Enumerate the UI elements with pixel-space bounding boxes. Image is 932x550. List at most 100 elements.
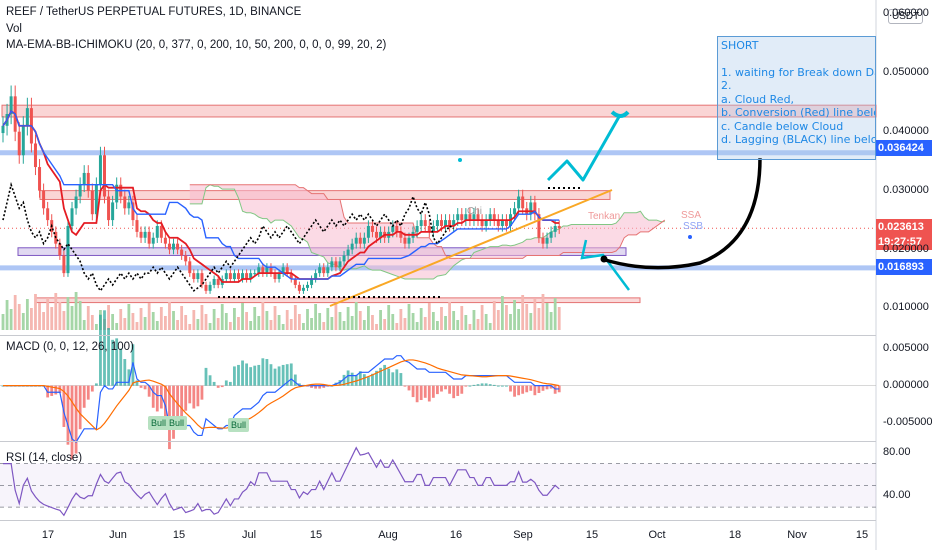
candle-body bbox=[557, 225, 561, 229]
macd-histogram-bar bbox=[492, 384, 496, 386]
candle-body bbox=[17, 131, 21, 156]
macd-histogram-bar bbox=[90, 385, 94, 392]
macd-histogram-bar bbox=[354, 374, 358, 386]
senkou-span-b bbox=[189, 184, 666, 259]
ssb-label: SSB bbox=[683, 221, 704, 232]
macd-histogram-bar bbox=[62, 385, 66, 427]
price-tick-label: 0.010000 bbox=[883, 301, 929, 314]
volume-bar bbox=[399, 309, 403, 330]
candle-body bbox=[167, 243, 171, 250]
volume-bar bbox=[147, 303, 151, 330]
volume-bar bbox=[5, 300, 9, 330]
volume-bar bbox=[25, 299, 29, 330]
macd-tick-label: 0.000000 bbox=[883, 378, 929, 391]
volume-bar bbox=[411, 313, 415, 330]
macd-histogram-bar bbox=[411, 385, 415, 398]
macd-histogram-bar bbox=[371, 373, 374, 386]
candle-body bbox=[98, 155, 102, 185]
candle-body bbox=[176, 243, 180, 250]
volume-bar bbox=[375, 324, 378, 330]
volume-bar bbox=[403, 318, 407, 330]
macd-histogram-bar bbox=[545, 385, 549, 390]
macd-histogram-bar bbox=[322, 385, 326, 388]
macd-histogram-bar bbox=[147, 385, 151, 397]
volume-bar bbox=[330, 317, 334, 330]
senkou-span-a bbox=[189, 184, 665, 280]
macd-histogram-bar bbox=[387, 368, 391, 386]
annotation-line: 1. waiting for Break down Daily T bbox=[721, 65, 875, 79]
volume-bar bbox=[237, 317, 240, 330]
candle-body bbox=[500, 220, 504, 226]
bull-label: Bull bbox=[148, 416, 170, 430]
candle-body bbox=[94, 184, 98, 215]
volume-bar bbox=[111, 314, 115, 330]
candle-body bbox=[488, 214, 492, 221]
macd-histogram-bar bbox=[224, 380, 228, 386]
candle-body bbox=[427, 225, 431, 232]
volume-bar bbox=[208, 323, 212, 330]
macd-histogram-bar bbox=[362, 374, 366, 386]
macd-histogram-bar bbox=[143, 385, 147, 390]
macd-histogram-bar bbox=[444, 385, 447, 390]
time-tick-label: 18 bbox=[728, 529, 742, 541]
candle-body bbox=[504, 220, 508, 226]
volume-bar bbox=[557, 307, 561, 330]
rsi-line bbox=[3, 446, 560, 517]
candle-body bbox=[82, 172, 86, 185]
volume-bar bbox=[541, 294, 545, 330]
macd-histogram-bar bbox=[375, 370, 378, 386]
macd-histogram-bar bbox=[500, 385, 504, 387]
candle-body bbox=[139, 231, 143, 238]
volume-bar bbox=[46, 298, 50, 330]
macd-histogram-bar bbox=[99, 314, 102, 386]
candle-body bbox=[342, 255, 346, 262]
candle-body bbox=[42, 190, 46, 209]
candle-body bbox=[86, 172, 90, 191]
pane-separator bbox=[0, 335, 876, 336]
volume-bar bbox=[440, 307, 443, 330]
macd-histogram-bar bbox=[233, 366, 236, 386]
volume-bar bbox=[513, 300, 516, 330]
candle-body bbox=[147, 231, 151, 244]
price-tick-label: 0.020000 bbox=[883, 242, 929, 255]
volume-bar bbox=[326, 308, 330, 330]
volume-bar bbox=[423, 317, 427, 330]
level-high-badge: 0.036424 bbox=[876, 140, 932, 156]
volume-bar bbox=[241, 303, 244, 330]
candle-body bbox=[212, 279, 216, 285]
volume-bar bbox=[212, 309, 216, 330]
macd-histogram-bar bbox=[245, 363, 248, 386]
candle-body bbox=[521, 196, 525, 209]
candle-body bbox=[58, 243, 62, 256]
macd-histogram-bar bbox=[342, 374, 346, 386]
volume-bar bbox=[415, 322, 419, 330]
volume-bar bbox=[196, 319, 200, 330]
volume-bar bbox=[155, 321, 159, 330]
time-tick-label: 16 bbox=[449, 529, 463, 541]
candle-body bbox=[545, 237, 549, 244]
candle-body bbox=[366, 225, 370, 238]
volume-bar bbox=[82, 320, 86, 330]
macd-histogram-bar bbox=[358, 371, 362, 386]
volume-bar bbox=[21, 313, 25, 330]
candle-body bbox=[375, 231, 379, 238]
volume-bar bbox=[168, 302, 171, 330]
macd-histogram-bar bbox=[488, 384, 492, 386]
candle-body bbox=[407, 237, 411, 244]
macd-histogram-bar bbox=[448, 385, 451, 394]
ssb-marker bbox=[688, 235, 692, 239]
currency-button[interactable]: USDT bbox=[888, 9, 924, 24]
projection-curve bbox=[601, 157, 762, 270]
volume-label: Vol bbox=[6, 23, 22, 35]
time-tick-label: Aug bbox=[378, 529, 398, 541]
short-annotation[interactable]: SHORT 1. waiting for Break down Daily T … bbox=[717, 36, 876, 160]
volume-bar bbox=[151, 312, 155, 330]
volume-bar bbox=[119, 309, 123, 330]
volume-bar bbox=[204, 314, 208, 330]
volume-bar bbox=[521, 295, 525, 330]
time-tick-label: 15 bbox=[585, 529, 599, 541]
macd-histogram-bar bbox=[436, 385, 439, 395]
volume-bar bbox=[318, 313, 322, 330]
candle-body bbox=[472, 214, 476, 221]
